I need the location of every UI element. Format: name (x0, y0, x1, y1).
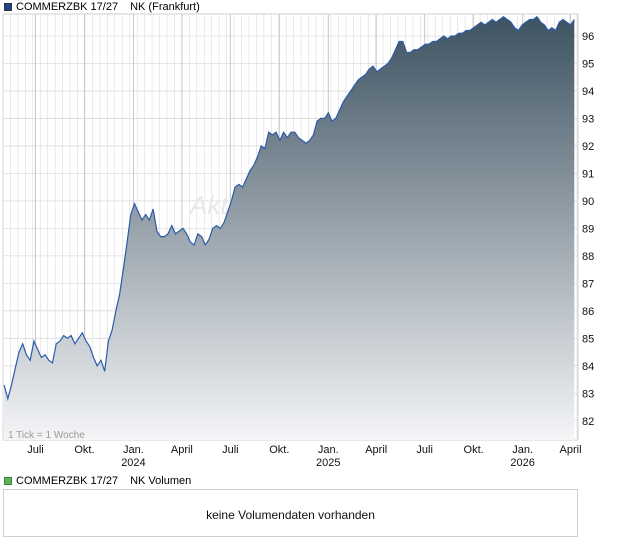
x-tick-year: 2024 (121, 457, 145, 469)
y-tick-label: 94 (582, 86, 594, 98)
x-tick-label: Jan. (123, 444, 144, 456)
x-tick-year: 2025 (316, 457, 340, 469)
volume-legend-type: NK Volumen (130, 475, 192, 487)
volume-legend-label: COMMERZBK 17/27 (16, 475, 119, 487)
price-legend: COMMERZBK 17/27 NK (Frankfurt) (4, 1, 200, 13)
y-tick-label: 82 (582, 416, 594, 428)
x-tick-label: April (365, 444, 387, 456)
price-legend-label: COMMERZBK 17/27 (16, 1, 119, 13)
y-tick-label: 88 (582, 251, 594, 263)
price-line (3, 15, 575, 402)
y-tick-label: 83 (582, 388, 594, 400)
x-tick-label: Okt. (74, 444, 94, 456)
y-axis: 82 83 84 85 86 87 88 89 90 91 92 93 94 95 96 (582, 31, 594, 428)
y-tick-label: 96 (582, 31, 594, 43)
price-chart: Akti 1 Tick = 1 Woche 828384858687888990… (2, 13, 594, 469)
volume-legend: COMMERZBK 17/27 NK Volumen (4, 475, 191, 487)
volume-message: keine Volumendaten vorhanden (206, 508, 375, 522)
y-tick-label: 95 (582, 58, 594, 70)
volume-panel: keine Volumendaten vorhanden (3, 489, 578, 537)
y-tick-label: 85 (582, 333, 594, 345)
y-tick-label: 91 (582, 168, 594, 180)
x-tick-label: April (171, 444, 193, 456)
x-tick-label: Juli (416, 444, 433, 456)
y-tick-label: 86 (582, 306, 594, 318)
y-tick-label: 90 (582, 196, 594, 208)
y-tick-label: 89 (582, 223, 594, 235)
volume-legend-swatch (4, 477, 12, 485)
x-tick-year: 2026 (510, 457, 534, 469)
x-tick-label: Okt. (464, 444, 484, 456)
x-tick-label: Okt. (269, 444, 289, 456)
x-tick-label: Jan. (318, 444, 339, 456)
y-tick-label: 84 (582, 361, 594, 373)
price-area (4, 16, 575, 440)
y-tick-label: 93 (582, 113, 594, 125)
tick-note: 1 Tick = 1 Woche (8, 430, 85, 441)
x-tick-label: April (560, 444, 582, 456)
price-legend-exchange: NK (Frankfurt) (130, 1, 200, 13)
y-tick-label: 87 (582, 278, 594, 290)
x-tick-label: Juli (222, 444, 239, 456)
x-tick-label: Jan. (512, 444, 533, 456)
x-tick-label: Juli (27, 444, 44, 456)
y-tick-label: 92 (582, 141, 594, 153)
price-legend-swatch (4, 3, 12, 11)
